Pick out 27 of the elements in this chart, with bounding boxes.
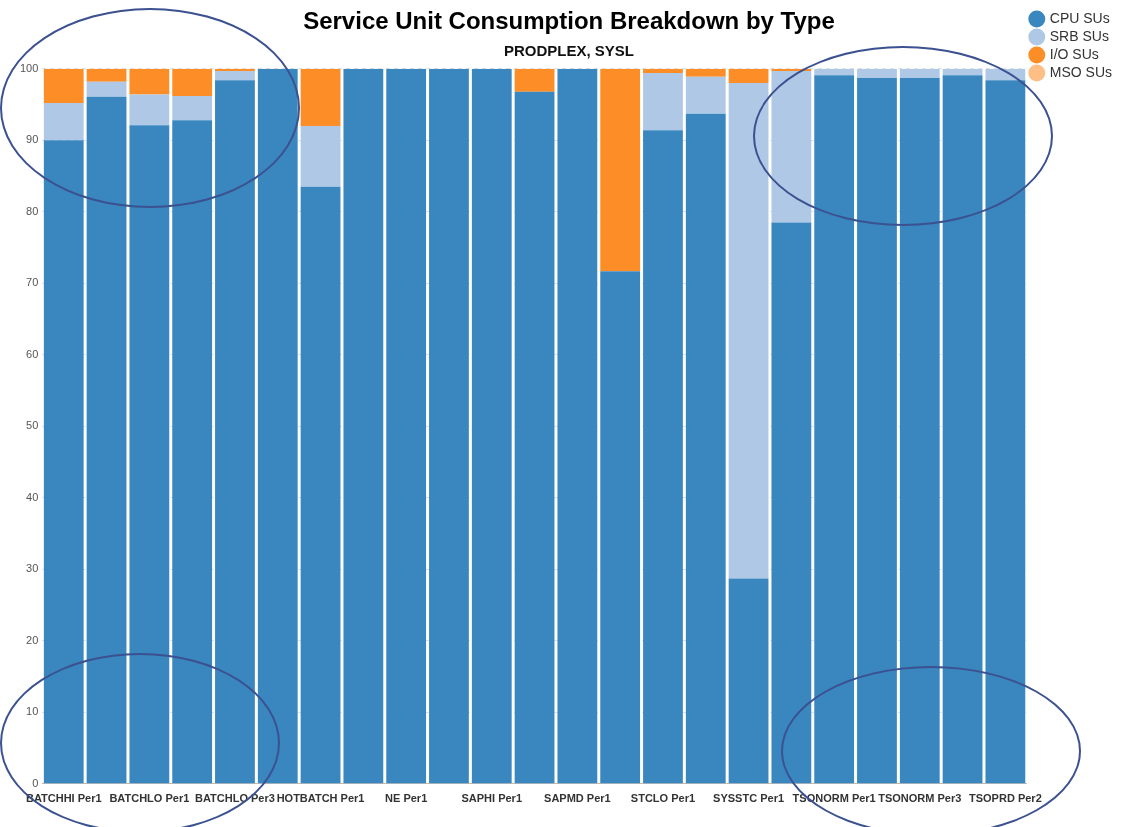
x-tick-label: NE Per1 — [385, 792, 428, 805]
x-tick-label: SYSSTC Per1 — [713, 792, 785, 805]
x-tick-label: SAPMD Per1 — [544, 792, 611, 805]
legend-label: SRB SUs — [1049, 27, 1109, 44]
chart-subtitle: PRODPLEX, SYSL — [503, 41, 635, 59]
x-tick-label: TSOPRD Per2 — [969, 792, 1042, 805]
y-tick-label: 70 — [26, 276, 39, 289]
y-tick-label: 40 — [26, 490, 39, 503]
y-tick-label: 20 — [26, 633, 39, 646]
y-tick-label: 80 — [26, 204, 39, 217]
legend-label: MSO SUs — [1049, 63, 1113, 80]
x-tick-label: HOTBATCH Per1 — [276, 792, 365, 805]
x-tick-label: SAPHI Per1 — [461, 792, 523, 805]
y-tick-label: 30 — [26, 562, 39, 575]
legend-label: I/O SUs — [1049, 45, 1099, 62]
legend-label: CPU SUs — [1049, 9, 1110, 26]
y-tick-label: 90 — [26, 133, 39, 146]
y-tick-label: 10 — [26, 705, 39, 718]
x-tick-label: BATCHLO Per1 — [109, 792, 190, 805]
x-tick-label: BATCHLO Per3 — [195, 792, 275, 805]
x-tick-label: TSONORM Per3 — [878, 792, 962, 805]
y-tick-label: 50 — [26, 419, 39, 432]
x-tick-label: STCLO Per1 — [630, 792, 696, 805]
y-tick-label: 60 — [26, 347, 39, 360]
chart-title: Service Unit Consumption Breakdown by Type — [303, 7, 835, 35]
y-tick-label: 100 — [19, 61, 39, 74]
y-tick-label: 0 — [32, 776, 39, 789]
